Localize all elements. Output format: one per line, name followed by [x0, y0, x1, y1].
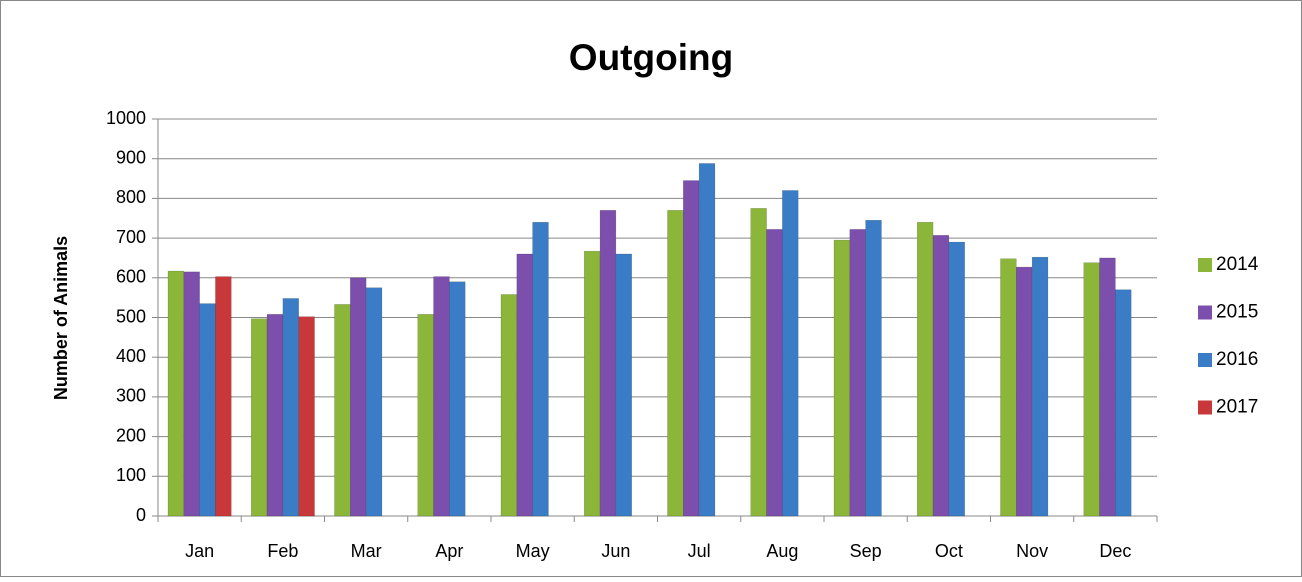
legend-label: 2017: [1216, 397, 1258, 418]
bar: [782, 190, 799, 517]
x-tick-label: May: [516, 541, 550, 561]
x-tick-label: Feb: [267, 541, 298, 561]
legend-swatch: [1198, 258, 1212, 272]
y-tick-label: 600: [116, 267, 146, 287]
y-tick-label: 500: [116, 306, 146, 326]
bar: [1115, 289, 1132, 517]
bar: [167, 270, 185, 517]
x-tick-label: Nov: [1016, 541, 1048, 561]
bar: [532, 221, 549, 517]
legend-swatch: [1198, 353, 1212, 367]
bar: [1016, 266, 1033, 517]
y-axis-label: Number of Animals: [51, 236, 71, 400]
x-tick-label: Jun: [601, 541, 630, 561]
y-tick-label: 700: [116, 227, 146, 247]
bar: [433, 276, 450, 517]
chart-title: Outgoing: [569, 37, 733, 78]
x-tick-label: Mar: [351, 541, 382, 561]
bar: [698, 163, 716, 517]
bar: [750, 208, 767, 517]
y-tick-label: 1000: [106, 108, 146, 128]
bar: [282, 298, 299, 517]
legend-label: 2014: [1216, 254, 1259, 275]
bar: [334, 304, 351, 517]
y-tick-label: 100: [116, 465, 146, 485]
x-tick-label: Apr: [435, 541, 463, 561]
y-tick-label: 200: [116, 425, 146, 445]
x-tick-label: Oct: [935, 541, 963, 561]
x-tick-label: Sep: [850, 541, 882, 561]
legend-label: 2015: [1216, 302, 1258, 323]
x-tick-label: Aug: [766, 541, 798, 561]
bar: [1083, 262, 1100, 517]
bar: [350, 277, 367, 517]
bar: [932, 235, 950, 517]
bar: [183, 271, 200, 517]
bar: [449, 281, 466, 517]
bar: [849, 229, 866, 517]
bar: [833, 239, 851, 517]
bar: [916, 221, 934, 517]
x-tick-label: Jan: [185, 541, 214, 561]
x-tick-label: Jul: [688, 541, 711, 561]
legend-swatch: [1198, 305, 1212, 320]
bar: [266, 314, 284, 517]
bar: [1099, 257, 1116, 517]
bar: [417, 314, 434, 517]
y-tick-label: 300: [116, 386, 146, 406]
x-tick-label: Dec: [1099, 541, 1131, 561]
bar: [250, 318, 268, 517]
bar: [766, 229, 783, 517]
bar: [1000, 258, 1017, 517]
bar: [215, 276, 232, 517]
bar: [615, 253, 632, 517]
bar: [865, 219, 882, 517]
bar: [365, 287, 383, 517]
bar: [298, 316, 315, 517]
legend-swatch: [1198, 400, 1212, 415]
bar: [199, 303, 216, 517]
y-tick-label: 900: [116, 147, 146, 167]
bar: [500, 294, 518, 517]
legend-label: 2016: [1216, 349, 1258, 370]
bar: [516, 253, 533, 517]
bar: [583, 250, 601, 517]
bar: [667, 210, 684, 517]
bar: [948, 241, 965, 517]
y-tick-label: 400: [116, 346, 146, 366]
bar: [599, 210, 617, 517]
y-tick-label: 800: [116, 187, 146, 207]
y-tick-label: 0: [136, 505, 146, 525]
bar: [1031, 256, 1049, 517]
bar: [683, 180, 700, 517]
